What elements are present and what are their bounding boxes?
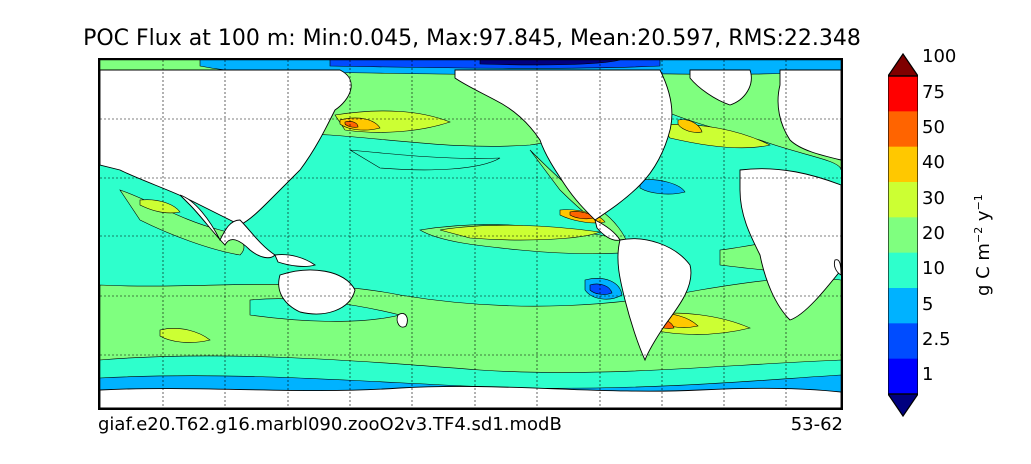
colorbar-tick-label: 40 bbox=[922, 152, 945, 174]
colorbar-tick-label: 100 bbox=[922, 46, 957, 68]
units-exp1: −2 bbox=[972, 226, 985, 244]
colorbar-extend-low bbox=[888, 394, 918, 416]
poc-flux-map bbox=[98, 58, 843, 410]
colorbar-tick-label: 5 bbox=[922, 293, 934, 315]
map-gridlines bbox=[100, 60, 841, 408]
land-masses bbox=[100, 69, 841, 408]
colorbar-segment bbox=[888, 288, 918, 324]
colorbar-segments bbox=[888, 54, 918, 416]
colorbar-segment bbox=[888, 182, 918, 218]
colorbar-segment bbox=[888, 358, 918, 395]
map-canvas bbox=[100, 60, 841, 408]
colorbar-frame bbox=[888, 75, 918, 395]
colorbar-tick-label: 1 bbox=[922, 364, 934, 386]
colorbar bbox=[888, 52, 918, 418]
map-title: POC Flux at 100 m: Min:0.045, Max:97.845… bbox=[83, 26, 861, 51]
colorbar-segment bbox=[888, 76, 918, 112]
level-below-1-regions bbox=[479, 60, 621, 66]
colorbar-extend-high bbox=[888, 54, 918, 76]
colorbar-tick-label: 30 bbox=[922, 187, 945, 209]
colorbar-segment bbox=[888, 217, 918, 254]
colorbar-segment bbox=[888, 323, 918, 360]
colorbar-segment bbox=[888, 146, 918, 183]
colorbar-units-label: g C m−2 y−1 bbox=[972, 194, 994, 296]
colorbar-tick-label: 75 bbox=[922, 81, 945, 103]
units-mid: y bbox=[973, 210, 994, 227]
colorbar-tick-label: 50 bbox=[922, 117, 945, 138]
colorbar-tick-label: 20 bbox=[922, 223, 945, 244]
case-name: giaf.e20.T62.g16.marbl090.zooO2v3.TF4.sd… bbox=[98, 414, 562, 435]
colorbar-segment bbox=[888, 252, 918, 289]
colorbar-tick-label: 10 bbox=[922, 258, 945, 280]
year-range: 53-62 bbox=[790, 414, 843, 435]
colorbar-tick-label: 2.5 bbox=[922, 329, 951, 350]
units-exp2: −1 bbox=[972, 194, 985, 211]
units-main: g C m bbox=[973, 243, 994, 296]
colorbar-segment bbox=[888, 111, 918, 148]
